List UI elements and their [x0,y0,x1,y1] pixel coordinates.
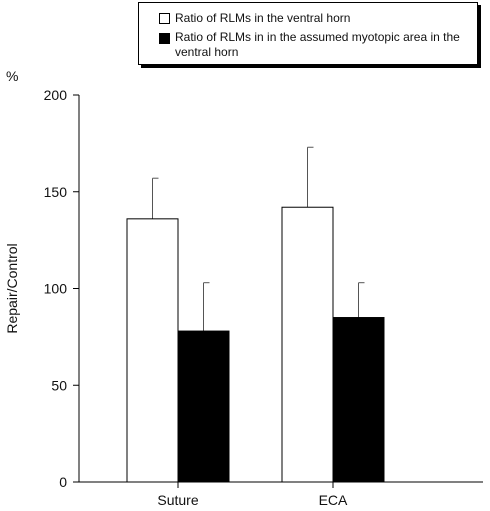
legend-swatch-white [159,13,170,24]
legend-label-series-2: Ratio of RLMs in in the assumed myotopic… [175,30,460,59]
y-tick-label: 50 [51,377,67,393]
x-tick-label: Suture [157,492,198,508]
bar-white [281,206,334,483]
bar-black [332,317,385,483]
y-tick-label: 150 [44,184,68,200]
legend-label-series-1: Ratio of RLMs in the ventral horn [175,11,351,25]
legend-swatch-black [159,33,170,44]
y-axis-title: Repair/Control [4,243,20,333]
y-tick-label: 100 [44,281,68,297]
legend: Ratio of RLMs in the ventral horn Ratio … [138,2,478,65]
y-unit-label: % [6,68,19,84]
bar-white [126,218,179,483]
y-tick-label: 0 [59,474,67,490]
y-tick-label: 200 [44,87,68,103]
x-tick-label: ECA [319,492,348,508]
bar-black [177,330,230,483]
